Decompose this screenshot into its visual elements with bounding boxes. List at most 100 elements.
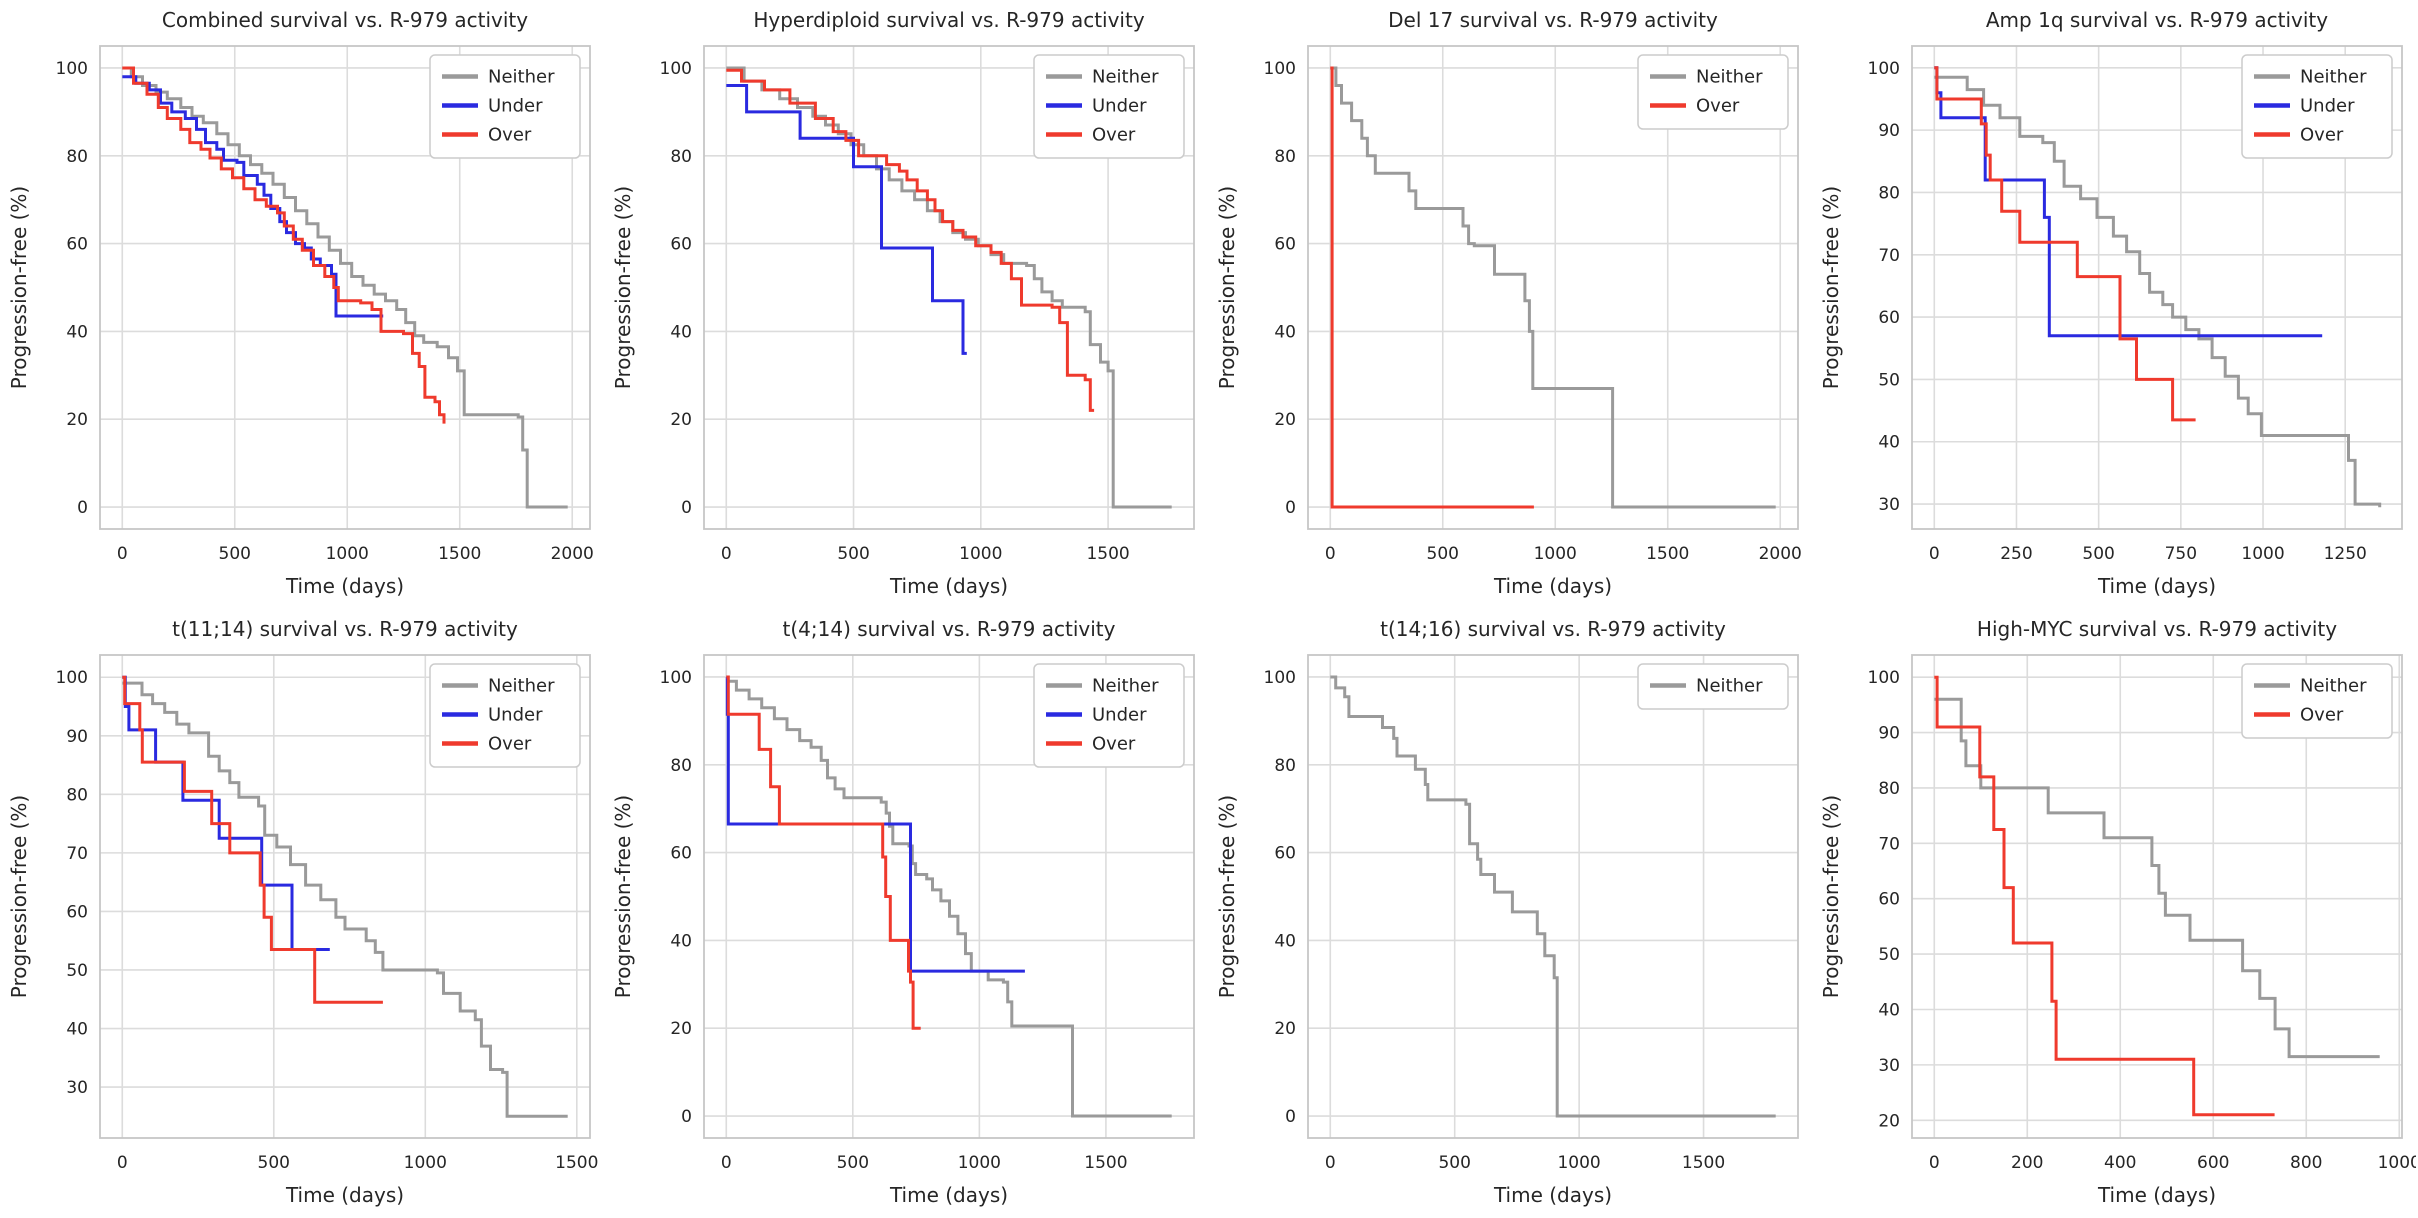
- tick-labels: 0 250 500 750 1000 1250 30 40 50 60 70 80 90 100: [1868, 59, 2367, 564]
- chart-title: t(14;16) survival vs. R-979 activity: [1380, 617, 1726, 641]
- survival-chart-svg: 0 500 1000 1500 30 40 50 60 70 80 90 100 Time (days)…: [7, 617, 599, 1207]
- legend-label-neither: Neither: [488, 67, 555, 88]
- legend: Neither Under Over: [429, 663, 581, 768]
- survival-chart-svg: 0 500 1000 1500 0 20 40 60 80 100 Time (days) Progr…: [611, 617, 1195, 1207]
- legend: Neither Under Over: [2241, 54, 2393, 159]
- legend-label-neither: Neither: [1092, 67, 1159, 88]
- y-tick-label: 80: [670, 147, 692, 167]
- y-tick-label: 80: [1274, 756, 1296, 776]
- y-tick-label: 80: [1878, 183, 1900, 203]
- y-tick-label: 70: [1878, 834, 1900, 854]
- y-tick-label: 20: [66, 410, 88, 430]
- x-tick-label: 1250: [2324, 544, 2367, 564]
- x-tick-label: 1000: [1534, 544, 1577, 564]
- axes-spines: [1307, 654, 1799, 1139]
- y-tick-label: 100: [1868, 668, 1900, 688]
- y-tick-label: 30: [1878, 1056, 1900, 1076]
- series-path-over: [726, 675, 921, 1030]
- chart-title: Combined survival vs. R-979 activity: [162, 8, 528, 32]
- y-tick-label: 80: [1878, 779, 1900, 799]
- chart-cell-t11-14: 0 500 1000 1500 30 40 50 60 70 80 90 100 Time (days)…: [0, 609, 604, 1218]
- y-tick-label: 0: [1285, 498, 1296, 518]
- x-tick-label: 200: [2011, 1153, 2043, 1173]
- tick-labels: 0 500 1000 1500 0 20 40 60 80 100: [1264, 668, 1726, 1173]
- x-axis-label: Time (days): [2097, 574, 2216, 598]
- x-tick-label: 800: [2290, 1153, 2322, 1173]
- y-tick-label: 80: [66, 147, 88, 167]
- y-tick-label: 60: [1878, 890, 1900, 910]
- y-tick-label: 80: [670, 756, 692, 776]
- x-tick-label: 500: [837, 544, 869, 564]
- x-tick-label: 0: [1325, 1153, 1336, 1173]
- x-tick-label: 500: [258, 1153, 290, 1173]
- axes-spines: [703, 654, 1195, 1139]
- x-tick-label: 0: [117, 1153, 128, 1173]
- y-tick-label: 100: [56, 668, 88, 688]
- x-axis-label: Time (days): [285, 1183, 404, 1207]
- chart-cell-t14-16: 0 500 1000 1500 0 20 40 60 80 100 Time (days) Progr…: [1208, 609, 1812, 1218]
- legend-label-over: Over: [1092, 734, 1136, 755]
- series-path-neither: [122, 681, 568, 1118]
- y-tick-label: 40: [66, 1020, 88, 1040]
- tick-labels: 0 500 1000 1500 2000 0 20 40 60 80 100: [56, 59, 594, 564]
- legend-label-neither: Neither: [1696, 67, 1763, 88]
- axes-spines: [1911, 654, 2403, 1139]
- legend-label-over: Over: [488, 125, 532, 146]
- y-tick-label: 100: [1868, 59, 1900, 79]
- x-tick-label: 400: [2104, 1153, 2136, 1173]
- x-tick-label: 1500: [1084, 1153, 1127, 1173]
- chart-cell-hyperdiploid: 0 500 1000 1500 0 20 40 60 80 100 Time (days) Progr…: [604, 0, 1208, 609]
- legend: Neither Under Over: [1033, 663, 1185, 768]
- chart-title: t(11;14) survival vs. R-979 activity: [172, 617, 518, 641]
- y-tick-label: 20: [670, 410, 692, 430]
- y-tick-label: 50: [1878, 370, 1900, 390]
- x-tick-label: 0: [721, 1153, 732, 1173]
- legend: Neither: [1637, 663, 1789, 710]
- y-tick-label: 40: [670, 931, 692, 951]
- chart-title: High-MYC survival vs. R-979 activity: [1977, 617, 2337, 641]
- x-tick-label: 1500: [438, 544, 481, 564]
- x-tick-label: 0: [1929, 544, 1940, 564]
- x-tick-label: 750: [2165, 544, 2197, 564]
- y-tick-label: 40: [1274, 322, 1296, 342]
- plot-area: [1308, 655, 1798, 1138]
- y-tick-label: 40: [66, 322, 88, 342]
- chart-cell-high-myc: 0 200 400 600 800 1000 20 30 40 50 60 70 80 90 100 Time…: [1812, 609, 2416, 1218]
- y-tick-label: 20: [1274, 1019, 1296, 1039]
- y-axis-label: Progression-free (%): [1819, 186, 1843, 389]
- y-tick-label: 100: [660, 668, 692, 688]
- x-axis-label: Time (days): [1493, 574, 1612, 598]
- legend: Neither Over: [1637, 54, 1789, 130]
- y-tick-label: 70: [1878, 246, 1900, 266]
- legend-label-over: Over: [488, 734, 532, 755]
- y-tick-label: 100: [1264, 668, 1296, 688]
- x-tick-label: 1000: [958, 1153, 1001, 1173]
- y-tick-label: 0: [681, 498, 692, 518]
- series-path-over: [122, 66, 446, 424]
- x-tick-label: 500: [837, 1153, 869, 1173]
- legend-label-neither: Neither: [1092, 676, 1159, 697]
- y-tick-label: 40: [670, 322, 692, 342]
- tick-labels: 0 500 1000 1500 2000 0 20 40 60 80 100: [1264, 59, 1802, 564]
- x-tick-label: 500: [219, 544, 251, 564]
- y-tick-label: 50: [66, 961, 88, 981]
- x-tick-label: 500: [1438, 1153, 1470, 1173]
- tick-labels: 0 500 1000 1500 30 40 50 60 70 80 90 100: [56, 668, 599, 1173]
- y-tick-label: 100: [660, 59, 692, 79]
- y-tick-label: 90: [1878, 724, 1900, 744]
- chart-title: Hyperdiploid survival vs. R-979 activity: [753, 8, 1145, 32]
- y-tick-label: 0: [1285, 1107, 1296, 1127]
- y-tick-label: 60: [1878, 308, 1900, 328]
- axes-spines: [1307, 45, 1799, 530]
- legend-label-neither: Neither: [488, 676, 555, 697]
- y-tick-label: 50: [1878, 945, 1900, 965]
- y-tick-label: 40: [1878, 433, 1900, 453]
- axes-spines: [99, 45, 591, 530]
- axes-spines: [703, 45, 1195, 530]
- axes-spines: [1911, 45, 2403, 530]
- series-path-over: [1934, 675, 2275, 1117]
- x-axis-label: Time (days): [889, 574, 1008, 598]
- y-axis-label: Progression-free (%): [1215, 186, 1239, 389]
- chart-cell-amp1q: 0 250 500 750 1000 1250 30 40 50 60 70 80 90 100 Time …: [1812, 0, 2416, 609]
- survival-chart-svg: 0 200 400 600 800 1000 20 30 40 50 60 70 80 90 100 Time…: [1819, 617, 2416, 1207]
